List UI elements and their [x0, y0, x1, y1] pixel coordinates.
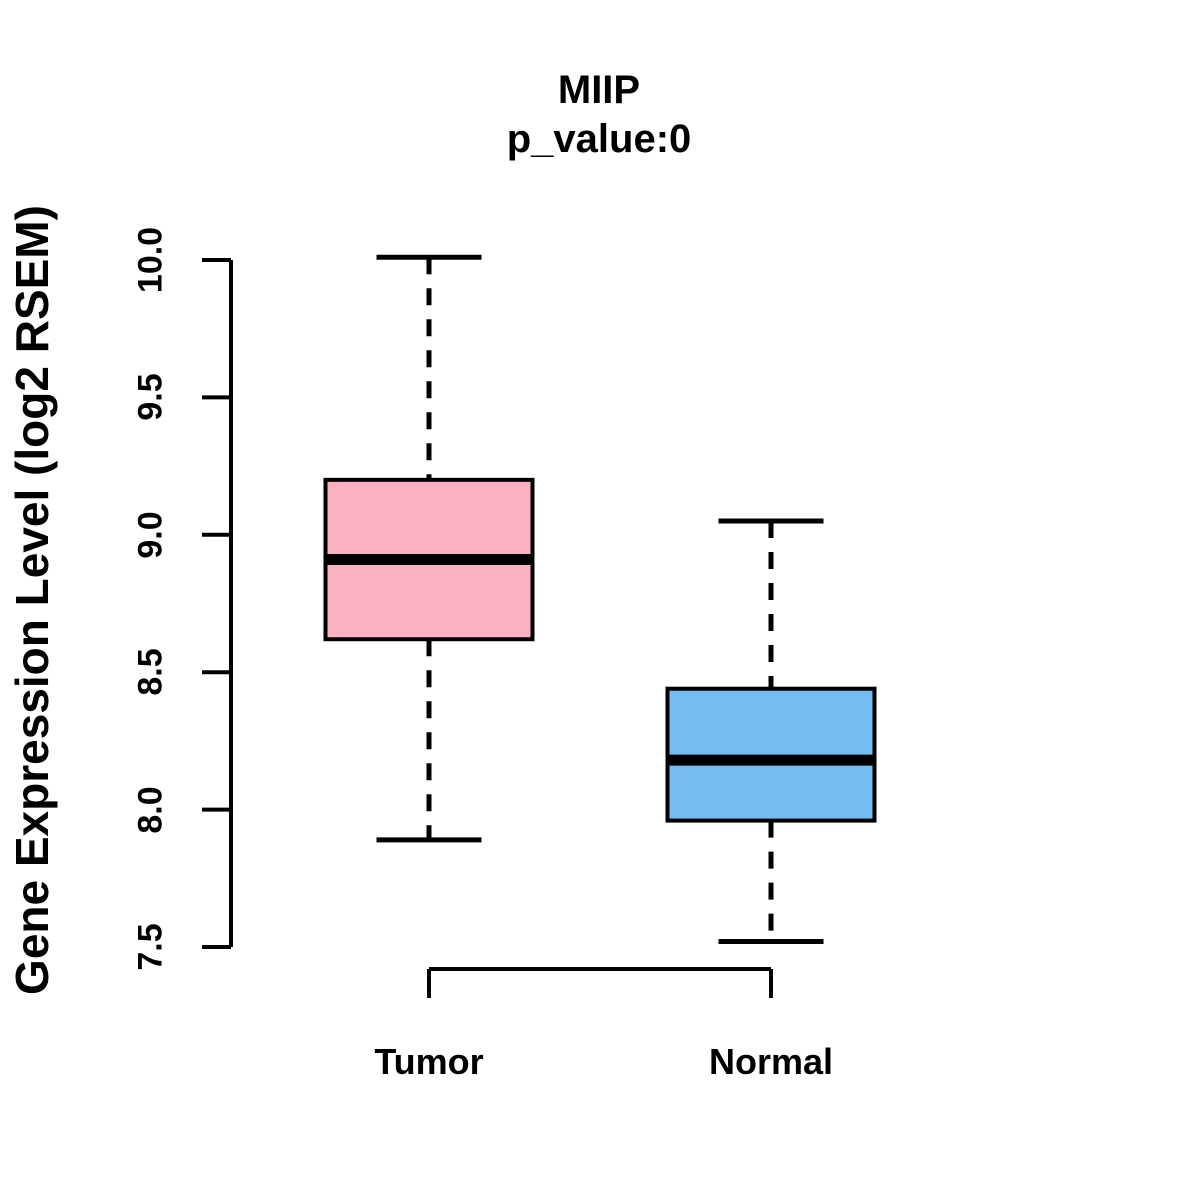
- chart-title: MIIP: [557, 68, 641, 112]
- y-tick-label: 8.5: [131, 648, 170, 696]
- y-tick-label: 9.5: [131, 373, 170, 422]
- x-category-label: Tumor: [374, 1041, 484, 1082]
- y-tick-label: 9.0: [131, 511, 170, 559]
- y-tick-label: 8.0: [131, 785, 170, 834]
- chart-subtitle: p_value:0: [506, 117, 692, 161]
- y-tick-label: 7.5: [131, 923, 170, 971]
- y-tick-label: 10.0: [131, 226, 170, 294]
- x-category-label: Normal: [708, 1041, 834, 1082]
